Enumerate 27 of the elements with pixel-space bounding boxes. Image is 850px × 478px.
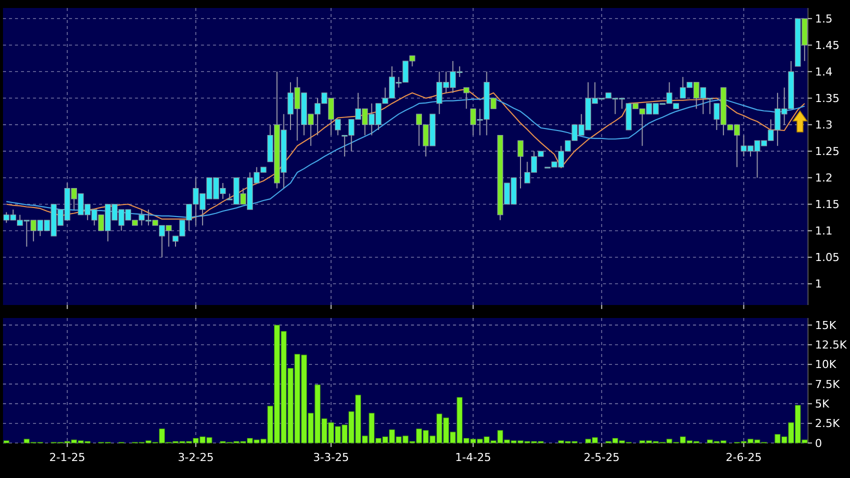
y-tick-label: 1.25	[815, 145, 840, 158]
y-tick-label: 0	[815, 436, 822, 450]
y-tick-label: 1.05	[815, 251, 840, 264]
x-tick-label: 3-2-25	[178, 451, 214, 464]
x-tick-label: 2-6-25	[726, 451, 762, 464]
y-tick-label: 2.5K	[815, 417, 840, 430]
y-tick-label: 1.5	[815, 12, 832, 26]
y-tick-label: 10K	[815, 358, 837, 372]
x-tick-label: 2-1-25	[49, 451, 86, 464]
y-tick-label: 1.45	[815, 38, 840, 52]
y-tick-label: 1.4	[815, 65, 832, 78]
x-tick-label: 2-5-25	[584, 451, 620, 464]
x-tick-label: 3-3-25	[313, 451, 350, 464]
y-tick-label: 1	[815, 278, 822, 291]
bar	[3, 440, 10, 444]
y-tick-label: 5K	[815, 398, 830, 411]
x-tick-label: 1-4-25	[455, 451, 492, 464]
y-tick-label: 1.1	[815, 224, 832, 238]
y-tick-label: 7.5K	[815, 378, 840, 391]
y-tick-label: 15K	[815, 318, 837, 332]
candlestick	[463, 87, 470, 110]
y-tick-label: 1.2	[815, 172, 832, 185]
candlestick	[518, 140, 524, 189]
y-tick-label: 12.5K	[815, 338, 848, 352]
y-tick-label: 1.35	[815, 92, 840, 106]
y-tick-label: 1.15	[815, 198, 840, 212]
y-tick-label: 1.3	[815, 118, 832, 132]
